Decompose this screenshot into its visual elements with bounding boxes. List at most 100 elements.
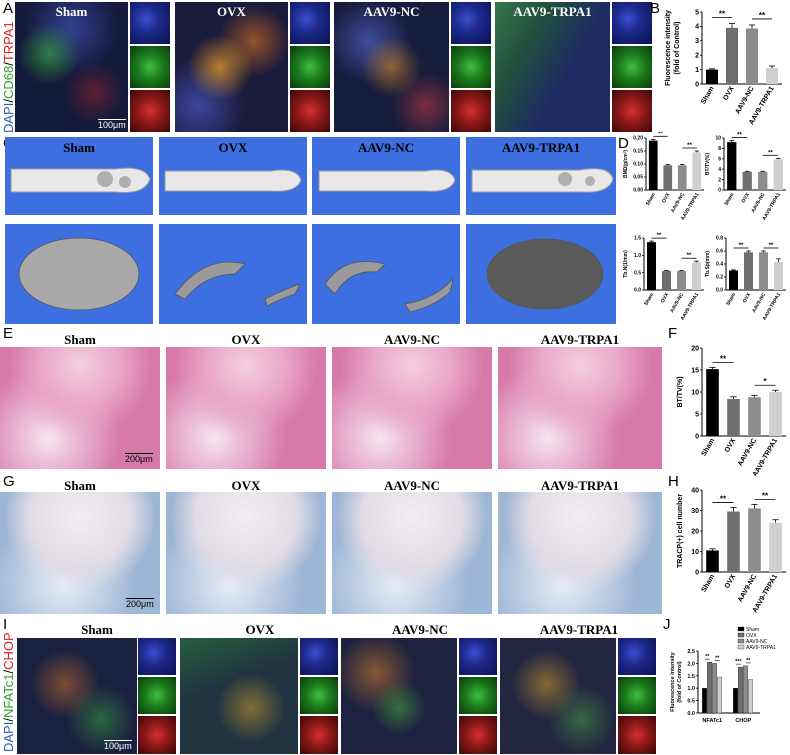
nfatc1-label: NFATc1 <box>1 673 16 719</box>
title-sham: Sham <box>63 140 95 155</box>
legend-label: AAV9-NC <box>746 639 768 645</box>
bar <box>717 676 722 714</box>
bar <box>677 270 686 290</box>
y-tick-label: 0.5 <box>634 270 641 276</box>
y-tick-label: 1 <box>695 67 699 74</box>
channel-green <box>300 677 338 714</box>
significance-label: ** <box>719 10 726 19</box>
chart-d-tbn: 0.00.51.01.5Tb.N(1/mm)Sham OVXAAV9-NCAAV9… <box>623 233 704 322</box>
bar <box>677 165 687 190</box>
significance-label: ** <box>739 243 744 249</box>
significance-label: ** <box>720 354 727 363</box>
chart-h: 0 10 20 30 40 TRACP(+) cell number Sham OVX AAV9… <box>677 487 786 614</box>
channel-green <box>612 46 652 88</box>
x-tick-label: AAV9-NC <box>669 292 685 314</box>
channel-red <box>138 716 176 754</box>
stain-label-a: DAPI/CD68/TRPA1 <box>1 21 16 133</box>
y-tick-label: 5 <box>695 9 699 16</box>
y-tick-label: 0 <box>695 81 699 88</box>
y-tick-label: 10 <box>715 136 721 142</box>
bar <box>729 270 738 290</box>
bar <box>647 242 656 290</box>
y-axis-label: BT/TV(%) <box>705 153 711 176</box>
panel-label-a: A <box>3 0 14 17</box>
channel-blue <box>138 638 176 675</box>
y-tick-label: 2.5 <box>687 649 695 655</box>
stain-sep: / <box>1 99 16 103</box>
significance-label: * <box>763 377 767 386</box>
y-tick-label: 8 <box>718 146 721 152</box>
y-tick-label: 0.8 <box>716 236 723 242</box>
x-tick-label: AAV9-NC <box>734 86 755 116</box>
fluor-image-ovx <box>180 638 298 754</box>
x-tick-label: OVX <box>724 437 738 454</box>
x-tick-label: AAV9-NC <box>737 438 758 468</box>
y-tick-label: 0 <box>695 569 699 576</box>
y-tick-label: 0.6 <box>716 249 723 255</box>
x-tick-label: Sham <box>723 192 735 207</box>
bar <box>758 171 768 190</box>
y-tick-label: 10 <box>691 389 699 396</box>
significance-label: ** <box>687 143 692 149</box>
x-tick-label: OVX <box>661 191 672 204</box>
y-tick-label: 0.15 <box>633 149 643 155</box>
y-axis-label: Fluorescence intensity <box>670 651 676 712</box>
panel-label-h: H <box>668 473 679 490</box>
channel-red <box>459 716 497 754</box>
title-trpa1: AAV9-TRPA1 <box>540 332 620 347</box>
scale-bar: 100μm <box>98 119 126 130</box>
bar <box>692 152 702 190</box>
x-tick-label: OVX <box>741 191 752 204</box>
chart-b: 0 1 2 3 4 5 Fluorescence intensity (fold of Con… <box>665 9 782 126</box>
x-tick-label: OVX <box>660 291 671 304</box>
trap-image-sham <box>0 492 160 614</box>
bar <box>738 666 743 714</box>
bar <box>726 27 738 84</box>
y-tick-label: 0.4 <box>716 262 723 268</box>
dapi-label: DAPI <box>1 102 16 133</box>
panel-label-f: F <box>668 325 678 342</box>
x-tick-label: AAV9-NC <box>751 292 767 314</box>
y-tick-label: 4 <box>695 24 699 31</box>
fluor-image-trpa1 <box>495 2 610 132</box>
x-tick-label: Sham <box>700 86 716 106</box>
channel-blue <box>300 638 338 675</box>
channel-green <box>459 677 497 714</box>
he-image-sham <box>0 347 160 469</box>
scale-bar: 100μm <box>104 740 132 751</box>
he-image-ovx <box>166 347 326 469</box>
channel-blue <box>618 638 656 675</box>
y-tick-label: 1.5 <box>634 236 641 242</box>
channel-red <box>290 90 330 132</box>
cd68-label: CD68 <box>1 65 16 100</box>
y-tick-label: 0 <box>718 188 721 194</box>
y-axis-label: (fold of Control) <box>677 661 683 703</box>
title-trpa1: AAV9-TRPA1 <box>540 478 620 493</box>
y-axis-label: BT/TV(%) <box>677 376 684 407</box>
x-tick-label: CHOP <box>735 718 751 724</box>
title-trpa1: AAV9-TRPA1 <box>539 622 619 637</box>
y-tick-label: 20 <box>691 345 699 352</box>
bar <box>742 171 752 190</box>
title-nc: AAV9-NC <box>383 332 441 347</box>
channel-blue <box>459 638 497 675</box>
significance-label: ** <box>720 494 727 503</box>
chart-j: 0.0 0.5 1.0 1.5 2.0 2.5 Fluorescence intensity… <box>670 626 776 724</box>
title-ovx: OVX <box>218 140 248 155</box>
x-tick-label: Sham <box>701 574 717 594</box>
bar <box>706 550 719 572</box>
legend-swatch <box>737 632 745 638</box>
title-ovx: OVX <box>217 4 246 19</box>
significance-label: ** <box>687 253 692 259</box>
channel-green <box>130 46 170 88</box>
y-tick-label: 0.5 <box>687 699 695 705</box>
x-tick-label: OVX <box>722 85 736 102</box>
y-tick-label: 0 <box>695 433 699 440</box>
trap-image-nc <box>332 492 492 614</box>
channel-blue <box>130 2 170 44</box>
bar <box>727 511 740 572</box>
trap-image-ovx <box>166 492 326 614</box>
panel-label-b: B <box>650 0 661 17</box>
channel-red <box>618 716 656 754</box>
